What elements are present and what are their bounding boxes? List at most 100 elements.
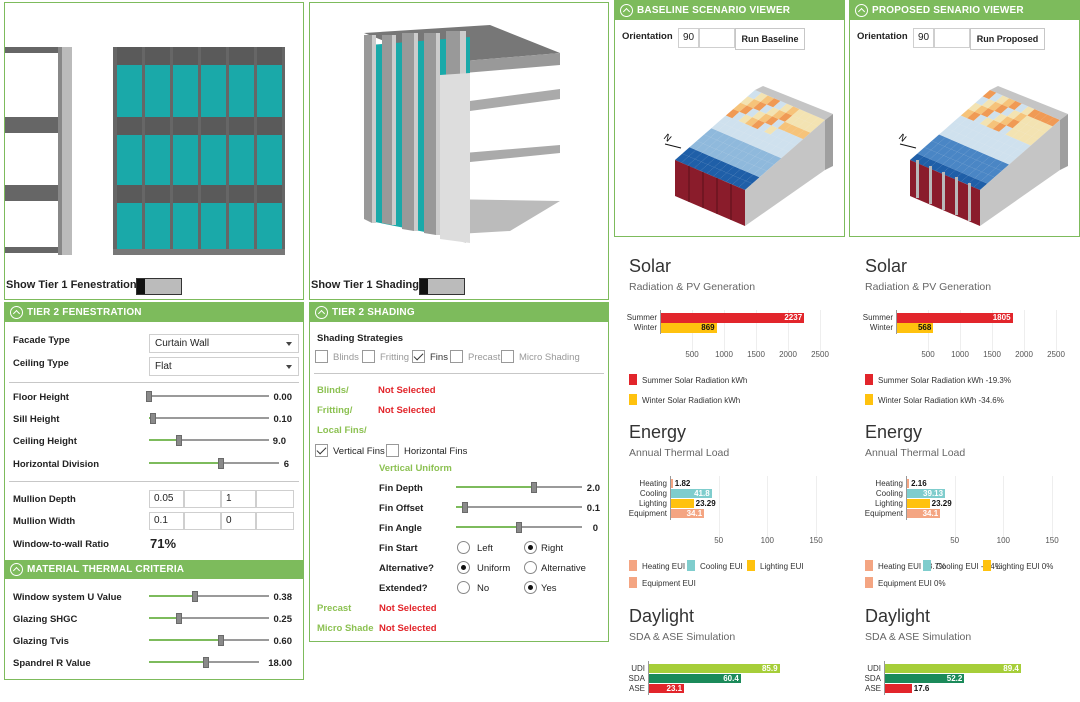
heatmap-cell <box>775 140 790 150</box>
mullion-width-field-2[interactable] <box>184 512 221 530</box>
heatmap-cell <box>910 153 924 163</box>
blinds-checkbox[interactable] <box>315 350 328 363</box>
chart-bar[interactable]: 2.16 <box>907 479 927 488</box>
heatmap-cell <box>695 152 709 162</box>
heatmap-cell <box>740 162 755 172</box>
mullion-depth-field-1[interactable]: 0.05 <box>149 490 184 508</box>
mullion-width-field-4[interactable] <box>256 512 294 530</box>
heatmap-cell <box>979 126 993 136</box>
fins-checkbox[interactable] <box>412 350 425 363</box>
legend-swatch <box>629 374 637 385</box>
material-thermal-header[interactable]: MATERIAL THERMAL CRITERIA <box>5 560 303 579</box>
tier2-fenestration-header[interactable]: TIER 2 FENESTRATION <box>5 303 303 322</box>
run-proposed-button[interactable]: Run Proposed <box>970 28 1045 50</box>
heatmap-cell <box>725 118 739 128</box>
proposed-orientation-spacer[interactable] <box>934 28 970 48</box>
heatmap-cell <box>1007 110 1021 120</box>
chart-bar[interactable]: 23.29 <box>907 499 952 508</box>
chart-data-label: 17.6 <box>913 684 930 693</box>
mullion-depth-field-2[interactable] <box>184 490 221 508</box>
chart-bar[interactable]: 23.1 <box>649 684 685 693</box>
shgc-slider[interactable] <box>149 613 269 624</box>
precast-checkbox[interactable] <box>450 350 463 363</box>
heatmap-cell <box>1000 107 1015 117</box>
floor-height-value: 0.00 <box>273 392 293 403</box>
ceiling-type-select[interactable]: Flat <box>149 357 299 376</box>
legend-label: Heating EUI 18.7% <box>878 562 947 571</box>
alternative-uniform-radio[interactable] <box>457 561 470 574</box>
horizontal-fins-checkbox[interactable] <box>386 444 399 457</box>
heatmap-cell <box>943 149 958 159</box>
chart-bar[interactable]: 1.82 <box>671 479 690 488</box>
chart-bar[interactable]: 60.4 <box>649 674 741 683</box>
extended-yes-radio[interactable] <box>524 581 537 594</box>
vertical-fins-checkbox[interactable] <box>315 444 328 457</box>
proposed-radiation-model[interactable]: N <box>850 56 1079 236</box>
alternative-alternative-radio[interactable] <box>524 561 537 574</box>
chart-title: Daylight <box>865 606 931 626</box>
spandrel-slider[interactable] <box>149 657 259 668</box>
mullion-width-field-1[interactable]: 0.1 <box>149 512 184 530</box>
chart-bar[interactable]: 89.4 <box>885 664 1021 673</box>
floor-height-slider[interactable] <box>146 391 269 402</box>
proposed-viewer-header[interactable]: PROPOSED SENARIO VIEWER <box>850 1 1079 20</box>
baseline-viewer-header[interactable]: BASELINE SCENARIO VIEWER <box>615 1 844 20</box>
heatmap-cell <box>733 169 747 179</box>
heatmap-cell <box>752 110 766 120</box>
chart-tick-label: 100 <box>760 536 774 545</box>
mullion-depth-field-4[interactable] <box>256 490 294 508</box>
chart-bar[interactable]: 41.8 <box>671 489 712 498</box>
u-value-slider[interactable] <box>149 591 269 602</box>
fin-offset-slider[interactable] <box>456 502 582 513</box>
horizontal-division-slider[interactable] <box>149 458 279 469</box>
heatmap-cell <box>1008 100 1022 110</box>
ceiling-height-slider[interactable] <box>149 435 269 446</box>
fin-angle-slider[interactable] <box>456 522 582 533</box>
chart-bar[interactable]: 23.29 <box>671 499 716 508</box>
chart-bar[interactable]: 34.1 <box>907 509 941 518</box>
chart-data-label: 89.4 <box>1003 664 1019 673</box>
heatmap-cell <box>760 95 775 105</box>
heatmap-cell <box>811 117 825 127</box>
fin-start-right-radio[interactable] <box>524 541 537 554</box>
mullion-width-field-3[interactable]: 0 <box>221 512 256 530</box>
proposed-orientation-input[interactable]: 90 <box>913 28 934 48</box>
chevron-down-icon <box>286 342 292 346</box>
chart-bar[interactable]: 17.6 <box>885 684 929 693</box>
chart-bar[interactable]: 869 <box>661 323 717 333</box>
chart-tick-label: 500 <box>921 350 935 359</box>
run-baseline-button[interactable]: Run Baseline <box>735 28 805 50</box>
baseline-orientation-input[interactable]: 90 <box>678 28 699 48</box>
shading-3d-view[interactable] <box>310 3 608 265</box>
fin-depth-slider[interactable] <box>456 482 582 493</box>
heatmap-cell <box>971 132 986 142</box>
ceiling-height-label: Ceiling Height <box>13 436 77 447</box>
micro-shading-checkbox[interactable] <box>501 350 514 363</box>
chart-bar[interactable]: 39.13 <box>907 489 946 498</box>
heatmap-cell <box>977 144 991 154</box>
chart-tick-label: 1000 <box>951 350 969 359</box>
mullion-depth-field-3[interactable]: 1 <box>221 490 256 508</box>
chart-bar[interactable]: 34.1 <box>671 509 705 518</box>
fritting-checkbox[interactable] <box>362 350 375 363</box>
chart-bar[interactable]: 568 <box>897 323 934 333</box>
chart-bar[interactable]: 52.2 <box>885 674 965 683</box>
fenestration-3d-view[interactable] <box>5 3 303 265</box>
fin-angle-label: Fin Angle <box>379 523 422 534</box>
facade-type-select[interactable]: Curtain Wall <box>149 334 299 353</box>
chart-bar[interactable]: 2237 <box>661 313 805 323</box>
sill-height-slider[interactable] <box>149 413 269 424</box>
tier2-shading-header[interactable]: TIER 2 SHADING <box>310 303 608 322</box>
fenestration-toggle[interactable] <box>136 278 182 295</box>
vertical-fins-label: Vertical Fins <box>333 446 385 457</box>
heatmap-cell <box>702 146 716 156</box>
u-value-label: Window system U Value <box>13 592 122 603</box>
fin-start-left-radio[interactable] <box>457 541 470 554</box>
shading-toggle[interactable] <box>419 278 465 295</box>
baseline-radiation-model[interactable]: N <box>615 56 844 236</box>
chart-bar[interactable]: 85.9 <box>649 664 780 673</box>
extended-no-radio[interactable] <box>457 581 470 594</box>
chart-bar[interactable]: 1805 <box>897 313 1013 323</box>
tvis-slider[interactable] <box>149 635 269 646</box>
baseline-orientation-spacer[interactable] <box>699 28 735 48</box>
